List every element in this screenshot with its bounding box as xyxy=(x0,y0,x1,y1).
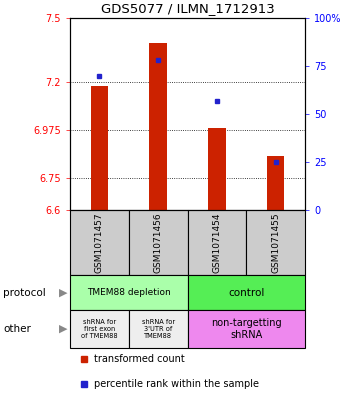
Text: percentile rank within the sample: percentile rank within the sample xyxy=(94,378,258,389)
Bar xyxy=(246,210,305,275)
Bar xyxy=(149,42,167,210)
Bar xyxy=(129,310,187,348)
Text: shRNA for
3'UTR of
TMEM88: shRNA for 3'UTR of TMEM88 xyxy=(141,319,175,339)
Bar xyxy=(187,310,305,348)
Text: ▶: ▶ xyxy=(58,288,67,298)
Bar xyxy=(129,210,187,275)
Text: ▶: ▶ xyxy=(58,324,67,334)
Title: GDS5077 / ILMN_1712913: GDS5077 / ILMN_1712913 xyxy=(101,2,274,15)
Text: GSM1071457: GSM1071457 xyxy=(95,212,104,273)
Bar xyxy=(208,128,226,210)
Text: GSM1071454: GSM1071454 xyxy=(212,212,221,273)
Bar xyxy=(70,275,187,310)
Text: transformed count: transformed count xyxy=(94,354,184,364)
Text: control: control xyxy=(228,288,265,298)
Bar xyxy=(187,210,246,275)
Text: protocol: protocol xyxy=(3,288,46,298)
Bar xyxy=(90,86,108,210)
Bar xyxy=(70,210,129,275)
Text: non-targetting
shRNA: non-targetting shRNA xyxy=(211,318,282,340)
Text: shRNA for
first exon
of TMEM88: shRNA for first exon of TMEM88 xyxy=(81,319,118,339)
Text: other: other xyxy=(3,324,31,334)
Text: GSM1071456: GSM1071456 xyxy=(154,212,163,273)
Bar xyxy=(267,156,285,210)
Bar xyxy=(70,310,129,348)
Text: TMEM88 depletion: TMEM88 depletion xyxy=(87,288,171,297)
Text: GSM1071455: GSM1071455 xyxy=(271,212,280,273)
Bar xyxy=(187,275,305,310)
